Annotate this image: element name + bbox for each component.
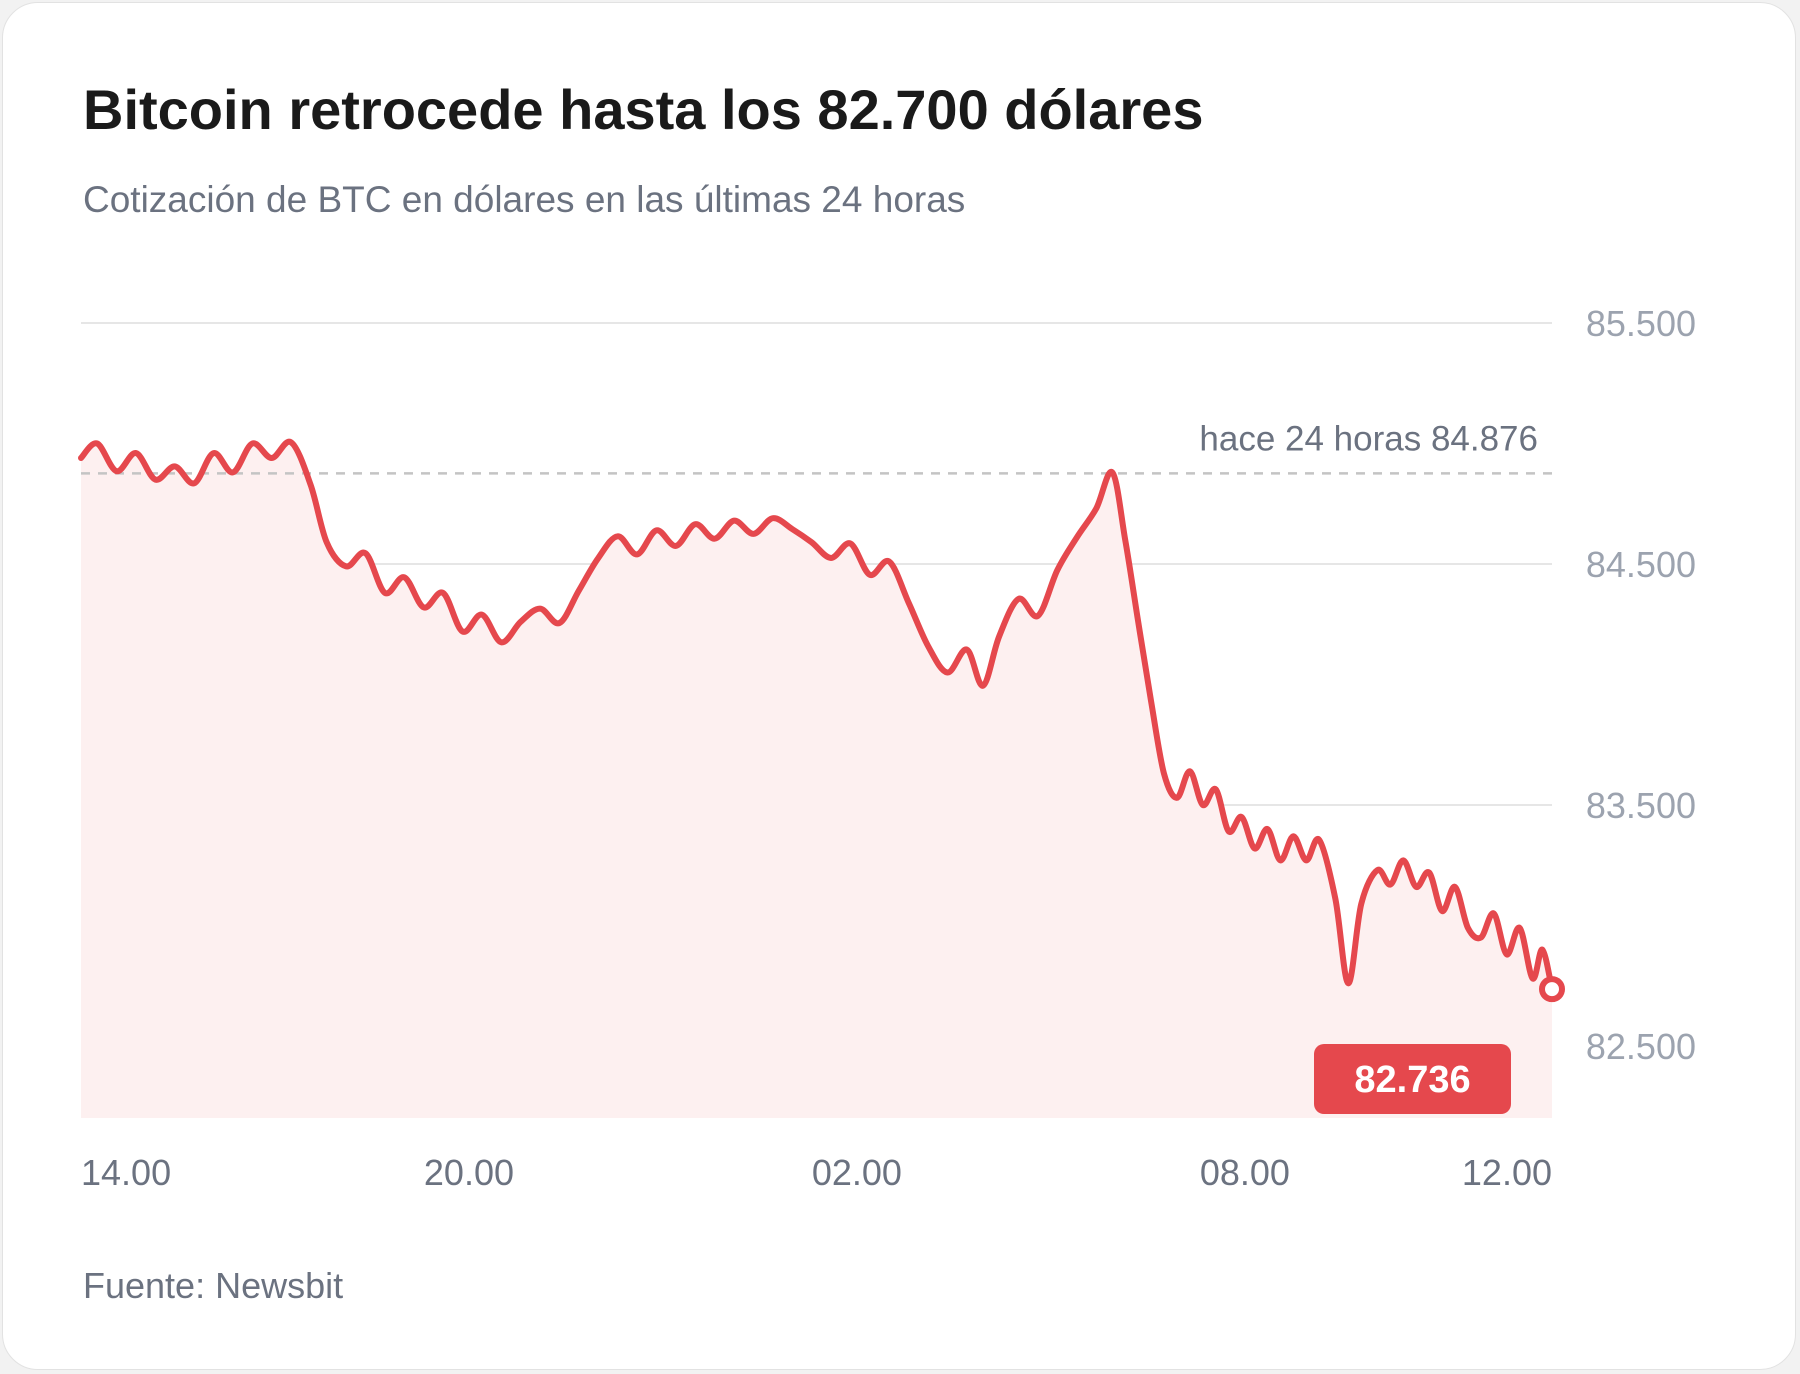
reference-label: hace 24 horas 84.876 [1199,419,1538,458]
x-tick-label: 20.00 [424,1152,514,1193]
price-area [81,441,1552,1118]
last-price-point [1539,976,1565,1003]
last-price-badge: 82.736 [1314,1044,1511,1114]
x-tick-label: 14.00 [81,1152,171,1193]
y-tick-label: 82.500 [1586,1026,1696,1067]
last-price-badge-bg [1314,1044,1511,1114]
chart-source: Fuente: Newsbit [83,1265,344,1306]
y-tick-label: 83.500 [1586,785,1696,826]
y-tick-label: 84.500 [1586,544,1696,585]
chart-title: Bitcoin retrocede hasta los 82.700 dólar… [83,78,1204,141]
x-tick-label: 02.00 [812,1152,902,1193]
x-axis-labels: 14.00 20.00 02.00 08.00 12.00 [81,1152,1552,1193]
chart-subtitle: Cotización de BTC en dólares en las últi… [83,179,966,220]
y-tick-label: 85.500 [1586,303,1696,344]
x-tick-label: 08.00 [1200,1152,1290,1193]
price-line [78,438,1555,993]
last-price-label: 82.736 [1354,1059,1470,1101]
y-axis-labels: 85.500 84.500 83.500 82.500 [1586,303,1696,1067]
x-tick-label: 12.00 [1462,1152,1552,1193]
